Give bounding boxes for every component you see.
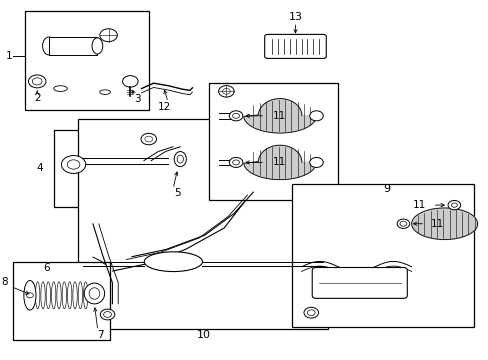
Bar <box>54 130 192 207</box>
Ellipse shape <box>73 282 77 309</box>
Text: 11: 11 <box>412 200 426 210</box>
Bar <box>25 12 148 110</box>
Circle shape <box>222 89 230 94</box>
Ellipse shape <box>83 282 88 309</box>
Ellipse shape <box>100 90 110 94</box>
Polygon shape <box>411 208 477 239</box>
Ellipse shape <box>36 282 40 309</box>
Text: 13: 13 <box>288 12 302 22</box>
Ellipse shape <box>51 282 56 309</box>
Circle shape <box>309 111 323 121</box>
Circle shape <box>229 111 243 121</box>
Circle shape <box>232 113 239 118</box>
Circle shape <box>304 307 318 318</box>
Circle shape <box>100 29 117 42</box>
Polygon shape <box>244 99 316 133</box>
Circle shape <box>447 201 460 210</box>
Ellipse shape <box>67 282 72 309</box>
Circle shape <box>32 78 42 85</box>
Text: 9: 9 <box>382 184 389 194</box>
Text: 2: 2 <box>34 93 41 103</box>
Ellipse shape <box>24 280 36 310</box>
Text: 3: 3 <box>134 94 141 104</box>
Text: 11: 11 <box>272 157 285 167</box>
Polygon shape <box>244 145 316 180</box>
Circle shape <box>26 293 33 298</box>
Text: 10: 10 <box>196 330 210 340</box>
Ellipse shape <box>177 155 183 163</box>
Text: 1: 1 <box>6 51 12 61</box>
Bar <box>209 83 337 200</box>
Circle shape <box>100 309 115 320</box>
Text: 12: 12 <box>158 102 171 112</box>
Circle shape <box>232 160 239 165</box>
Circle shape <box>450 203 456 207</box>
Text: 11: 11 <box>272 111 285 121</box>
Bar <box>78 119 327 329</box>
Circle shape <box>103 312 111 318</box>
Text: 7: 7 <box>97 330 103 340</box>
FancyBboxPatch shape <box>312 267 407 298</box>
Circle shape <box>307 310 314 316</box>
Circle shape <box>122 76 138 87</box>
Circle shape <box>141 133 156 145</box>
Ellipse shape <box>57 282 61 309</box>
Circle shape <box>309 157 323 167</box>
Circle shape <box>229 157 243 167</box>
Circle shape <box>144 136 152 142</box>
Bar <box>49 37 97 55</box>
Ellipse shape <box>42 37 55 55</box>
Circle shape <box>67 160 80 169</box>
Ellipse shape <box>84 283 104 304</box>
Ellipse shape <box>62 282 66 309</box>
Ellipse shape <box>54 86 67 91</box>
Ellipse shape <box>144 252 202 271</box>
Bar <box>13 262 110 339</box>
Ellipse shape <box>46 282 50 309</box>
Circle shape <box>218 86 234 97</box>
Text: 5: 5 <box>174 188 181 198</box>
Text: 11: 11 <box>430 219 444 229</box>
Bar <box>291 184 473 327</box>
Ellipse shape <box>89 288 100 299</box>
Text: 6: 6 <box>43 263 50 273</box>
Circle shape <box>28 75 46 88</box>
Ellipse shape <box>41 282 45 309</box>
Circle shape <box>396 219 409 228</box>
Text: 4: 4 <box>36 163 43 174</box>
Text: 8: 8 <box>1 277 7 287</box>
Ellipse shape <box>30 282 35 309</box>
Ellipse shape <box>174 152 186 167</box>
Ellipse shape <box>78 282 82 309</box>
Circle shape <box>61 156 85 174</box>
Circle shape <box>399 221 406 226</box>
Ellipse shape <box>92 38 102 54</box>
FancyBboxPatch shape <box>264 35 325 58</box>
